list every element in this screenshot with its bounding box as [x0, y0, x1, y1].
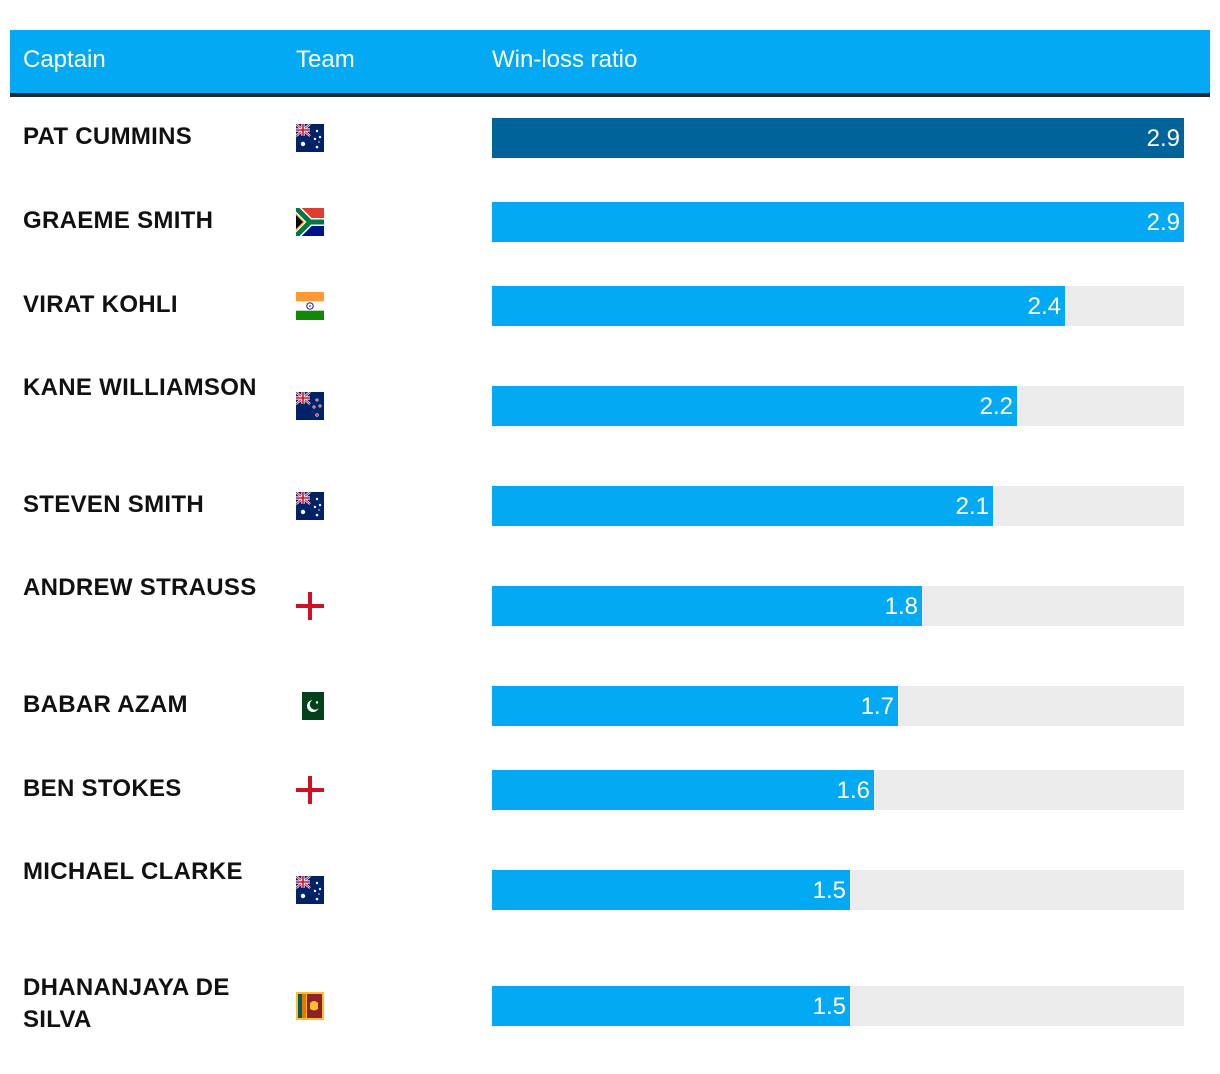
bar-value-label: 2.2 [979, 393, 1013, 420]
bar-track: 2.4 [492, 286, 1184, 326]
bar: 2.9 [492, 202, 1184, 242]
bar: 1.6 [492, 770, 874, 810]
bar-track: 1.5 [492, 986, 1184, 1026]
header-team: Team [296, 46, 355, 73]
header-win-loss-ratio: Win-loss ratio [492, 46, 638, 73]
captain-name: MICHAEL CLARKE [23, 858, 243, 885]
england-flag-icon [296, 776, 324, 804]
header-captain: Captain [23, 46, 106, 73]
bar: 2.2 [492, 386, 1017, 426]
sri-lanka-flag-icon [296, 992, 324, 1020]
bar: 1.7 [492, 686, 898, 726]
captain-name: ANDREW STRAUSS [23, 574, 257, 601]
chart-row: PAT CUMMINS 2.9 [0, 117, 1220, 159]
australia-flag-icon [296, 876, 324, 904]
bar-track: 2.1 [492, 486, 1184, 526]
bar-value-label: 1.8 [884, 593, 918, 620]
bar: 2.4 [492, 286, 1065, 326]
bar: 2.9 [492, 118, 1184, 158]
bar-value-label: 2.9 [1146, 125, 1180, 152]
chart-row: STEVEN SMITH 2.1 [0, 485, 1220, 527]
india-flag-icon [296, 292, 324, 320]
captain-name: GRAEME SMITH [23, 207, 214, 234]
bar-value-label: 1.5 [812, 877, 846, 904]
chart-row: GRAEME SMITH 2.9 [0, 201, 1220, 243]
captain-name: BABAR AZAM [23, 691, 188, 718]
chart-row: ANDREW STRAUSS 1.8 [0, 569, 1220, 643]
chart-row: DHANANJAYA DE SILVA 1.5 [0, 969, 1220, 1043]
captain-name: DHANANJAYA DE SILVA [23, 974, 230, 1033]
chart-row: BEN STOKES 1.6 [0, 769, 1220, 811]
bar: 2.1 [492, 486, 993, 526]
south-africa-flag-icon [296, 208, 324, 236]
bar: 1.8 [492, 586, 922, 626]
bar-value-label: 1.5 [812, 993, 846, 1020]
captain-name: STEVEN SMITH [23, 491, 204, 518]
captain-name: VIRAT KOHLI [23, 291, 178, 318]
bar-track: 1.6 [492, 770, 1184, 810]
bar-value-label: 2.4 [1027, 293, 1061, 320]
england-flag-icon [296, 592, 324, 620]
australia-flag-icon [296, 124, 324, 152]
bar-track: 1.8 [492, 586, 1184, 626]
bar-track: 1.7 [492, 686, 1184, 726]
new-zealand-flag-icon [296, 392, 324, 420]
table-header: Captain Team Win-loss ratio [10, 30, 1210, 97]
bar: 1.5 [492, 870, 850, 910]
captain-name: PAT CUMMINS [23, 123, 193, 150]
bar-value-label: 2.9 [1146, 209, 1180, 236]
australia-flag-icon [296, 492, 324, 520]
chart-row: BABAR AZAM 1.7 [0, 685, 1220, 727]
captain-name: KANE WILLIAMSON [23, 374, 257, 401]
captain-name: BEN STOKES [23, 775, 182, 802]
chart-row: KANE WILLIAMSON 2.2 [0, 369, 1220, 443]
bar-value-label: 1.7 [860, 693, 894, 720]
pakistan-flag-icon [296, 692, 324, 720]
bar-track: 2.2 [492, 386, 1184, 426]
bar-value-label: 2.1 [955, 493, 989, 520]
chart-row: MICHAEL CLARKE 1.5 [0, 853, 1220, 927]
bar-track: 2.9 [492, 118, 1184, 158]
bar-track: 2.9 [492, 202, 1184, 242]
bar-track: 1.5 [492, 870, 1184, 910]
bar: 1.5 [492, 986, 850, 1026]
chart-row: VIRAT KOHLI 2.4 [0, 285, 1220, 327]
bar-value-label: 1.6 [836, 777, 870, 804]
